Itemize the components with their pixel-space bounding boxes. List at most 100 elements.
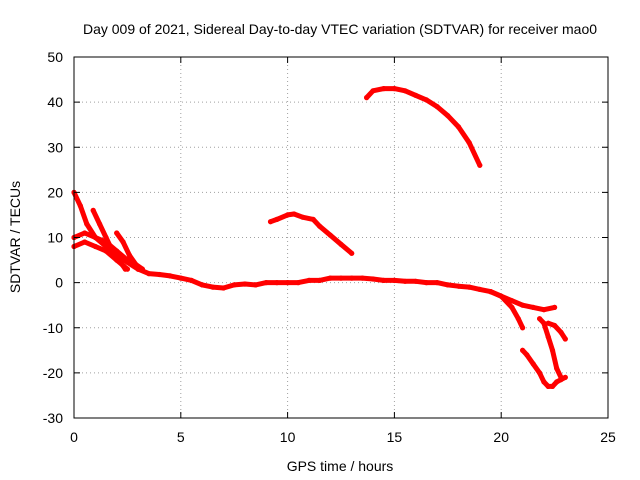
data-point xyxy=(434,104,440,110)
data-point xyxy=(92,234,98,241)
y-tick-label: 10 xyxy=(47,230,63,246)
data-point xyxy=(541,320,547,326)
data-point xyxy=(122,266,128,272)
data-point xyxy=(274,216,280,222)
data-point xyxy=(445,282,451,288)
data-point xyxy=(520,302,526,308)
y-tick-label: 0 xyxy=(55,275,63,291)
data-point xyxy=(210,284,216,290)
y-tick-label: -20 xyxy=(43,365,63,381)
data-point xyxy=(545,320,551,326)
data-point xyxy=(552,304,558,310)
data-point xyxy=(274,280,280,286)
data-point xyxy=(253,282,259,288)
data-point xyxy=(199,282,205,288)
data-point xyxy=(310,216,316,222)
data-point xyxy=(549,383,556,389)
data-point xyxy=(295,280,301,286)
data-point xyxy=(120,239,126,245)
series-late-rise xyxy=(537,316,564,380)
data-point xyxy=(285,280,291,286)
y-tick-label: 30 xyxy=(47,139,63,155)
data-point xyxy=(423,280,429,286)
data-point xyxy=(370,88,376,94)
series-high-arc xyxy=(364,86,483,168)
data-point xyxy=(423,97,429,103)
data-point xyxy=(124,257,130,263)
data-point xyxy=(317,277,323,283)
data-point xyxy=(327,275,333,281)
data-point xyxy=(349,250,355,256)
data-point xyxy=(391,86,397,92)
data-point xyxy=(242,281,248,287)
data-point xyxy=(338,275,344,281)
data-point xyxy=(306,277,312,283)
data-point xyxy=(537,370,543,376)
chart-title: Day 009 of 2021, Sidereal Day-to-day VTE… xyxy=(83,21,597,37)
data-point xyxy=(109,248,115,254)
data-point xyxy=(477,162,483,168)
y-axis-label: SDTVAR / TECUs xyxy=(7,181,23,293)
data-point xyxy=(498,293,504,299)
data-point xyxy=(327,232,333,238)
data-point xyxy=(317,223,323,229)
data-point xyxy=(133,262,139,268)
data-point xyxy=(263,280,269,286)
data-point xyxy=(445,113,451,119)
x-tick-label: 20 xyxy=(493,429,509,445)
axis-tick-labels: 0 5 10 15 20 25 -30 -20 -10 0 10 20 30 40 50 xyxy=(43,49,616,445)
data-point xyxy=(558,374,564,380)
data-point xyxy=(103,248,109,254)
data-point xyxy=(509,304,515,310)
data-point xyxy=(359,275,365,281)
data-point xyxy=(267,219,274,225)
data-point xyxy=(477,286,483,292)
data-point xyxy=(413,92,419,98)
data-point xyxy=(554,379,560,385)
data-point xyxy=(92,243,98,250)
data-point xyxy=(466,284,472,290)
data-point xyxy=(285,212,291,218)
data-point xyxy=(530,361,536,367)
data-point xyxy=(552,322,558,329)
data-point xyxy=(364,95,370,101)
data-point xyxy=(103,234,109,241)
data-point xyxy=(541,379,547,385)
data-point xyxy=(509,298,515,304)
x-tick-label: 10 xyxy=(280,429,296,445)
data-point xyxy=(156,271,162,278)
x-tick-label: 15 xyxy=(387,429,403,445)
data-point xyxy=(82,230,88,236)
data-point xyxy=(291,211,297,217)
data-point xyxy=(139,266,145,272)
data-point xyxy=(562,374,568,380)
data-point xyxy=(402,278,408,284)
series-line-late-tail xyxy=(545,320,568,342)
data-point xyxy=(413,278,419,284)
data-point xyxy=(520,325,526,331)
data-point xyxy=(554,365,560,371)
data-point xyxy=(515,316,521,322)
data-point xyxy=(77,203,83,209)
data-point xyxy=(116,257,122,263)
x-tick-label: 25 xyxy=(600,429,616,445)
data-point xyxy=(146,271,152,277)
data-point xyxy=(402,88,408,94)
data-point xyxy=(562,336,568,342)
data-series-layer xyxy=(71,86,568,389)
data-point xyxy=(349,275,355,281)
series-line-mid-arc xyxy=(268,211,355,256)
data-point xyxy=(231,282,237,288)
data-point xyxy=(126,252,133,259)
x-tick-label: 0 xyxy=(70,429,78,445)
y-tick-label: -10 xyxy=(43,320,63,336)
data-point xyxy=(487,289,494,295)
data-point xyxy=(300,214,306,220)
data-point xyxy=(370,276,376,282)
data-point xyxy=(178,275,184,281)
data-point xyxy=(167,273,173,279)
data-point xyxy=(537,316,543,322)
y-tick-label: -30 xyxy=(43,410,63,426)
y-tick-label: 40 xyxy=(47,94,63,110)
series-spike-2 xyxy=(114,230,145,272)
